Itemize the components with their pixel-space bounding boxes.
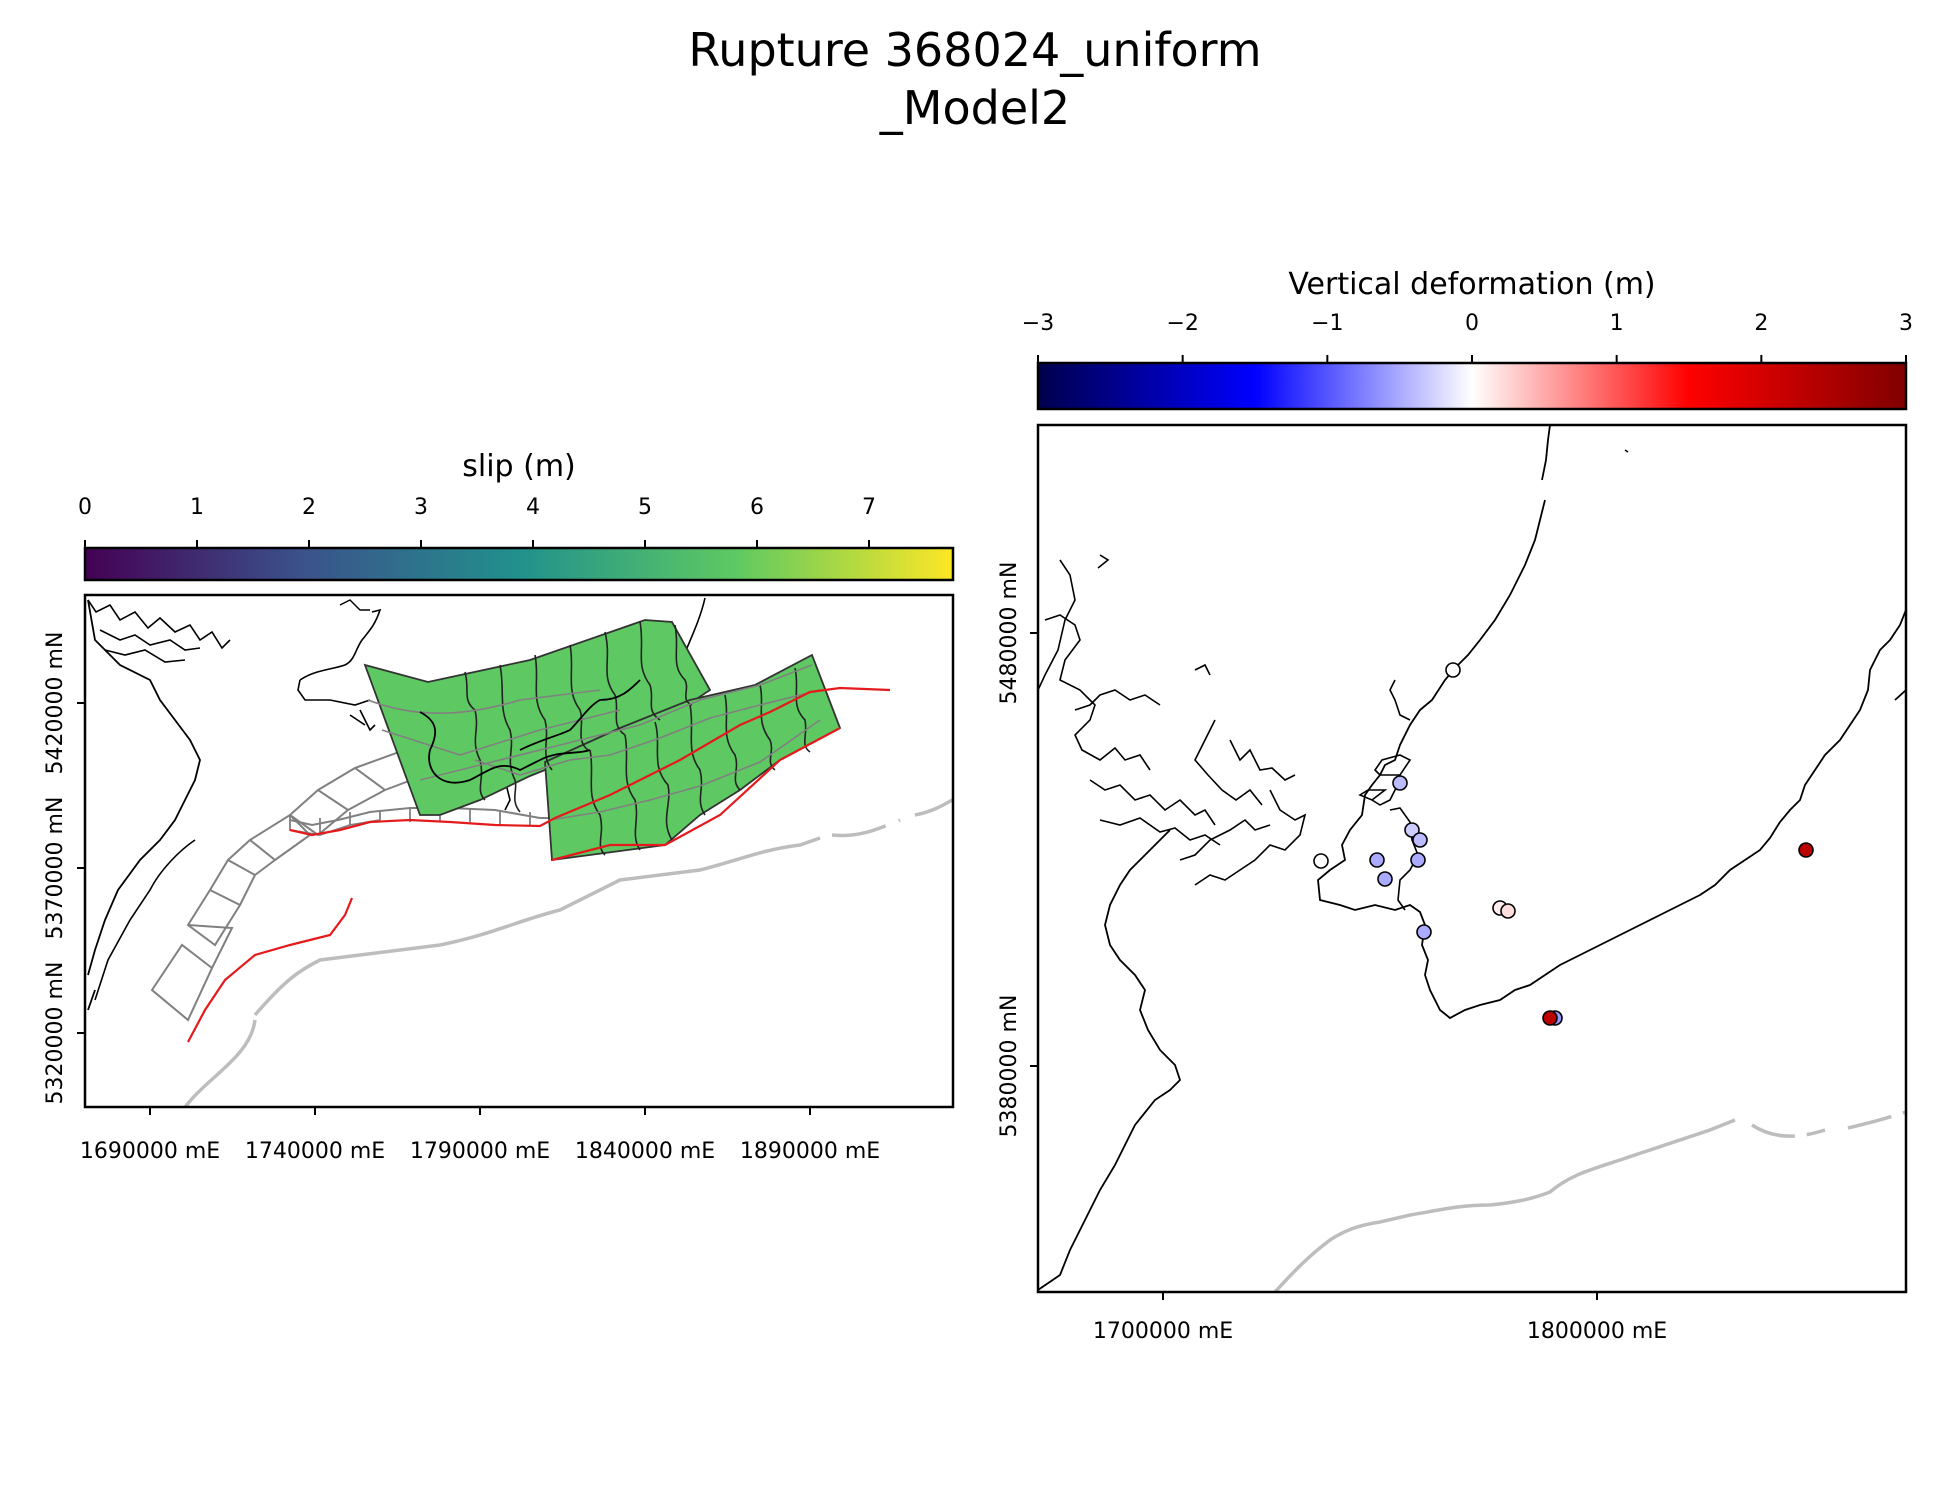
site-markers: [1313, 662, 1814, 1026]
site-marker: [1392, 775, 1408, 791]
site-marker: [1404, 822, 1420, 838]
subduction-trace-dashed: [1751, 1110, 1906, 1138]
right-x-tick-label: 1800000 mE: [1527, 1319, 1667, 1344]
slip-colorbar-ticks: 0 1 2 3 4 5 6 7: [78, 495, 876, 548]
left-map-frame: [83, 593, 955, 1109]
rupture-patch-boundaries: [464, 621, 693, 813]
coastline-over-rupture: [419, 679, 641, 784]
marlborough-sounds: [87, 599, 231, 663]
deformation-colorbar-tick-label: 0: [1465, 311, 1479, 336]
deformation-colorbar-tick-label: 2: [1754, 311, 1768, 336]
site-marker: [1500, 903, 1516, 919]
slip-colorbar-tick-label: 4: [526, 495, 540, 520]
deformation-colorbar-label: Vertical deformation (m): [1288, 267, 1655, 302]
site-marker: [1313, 853, 1329, 869]
coastline-south-island: [1038, 829, 1182, 1291]
rupture-patch-boundaries: [474, 689, 821, 821]
left-x-tick-label: 1840000 mE: [575, 1139, 715, 1164]
slip-colorbar-label: slip (m): [462, 449, 576, 484]
marlborough-sounds: [1038, 554, 1307, 886]
site-marker: [1412, 832, 1428, 848]
slip-colorbar: [83, 546, 955, 582]
slip-colorbar-tick-label: 3: [414, 495, 428, 520]
left-panel: slip (m) 0 1 2 3 4 5 6 7: [43, 449, 955, 1164]
site-marker: [1542, 1010, 1558, 1026]
right-y-tick-label: 5380000 mN: [997, 995, 1022, 1138]
fault-trace: [187, 897, 354, 1043]
figure-title-line1: Rupture 368024_uniform: [688, 23, 1261, 77]
subduction-trace: [183, 1019, 257, 1107]
right-x-tick-label: 1700000 mE: [1093, 1319, 1233, 1344]
site-marker: [1369, 852, 1385, 868]
coastline-south-island: [87, 599, 201, 1011]
left-map-content: [87, 597, 953, 1107]
deformation-colorbar-tick-label: −3: [1022, 311, 1054, 336]
coastline-north-island: [1317, 425, 1906, 1020]
deformation-colorbar-ticks: −3 −2 −1 0 1 2 3: [1022, 311, 1913, 363]
left-x-tick-label: 1890000 mE: [740, 1139, 880, 1164]
deformation-colorbar-tick-label: 1: [1610, 311, 1624, 336]
subduction-trace-dashed: [831, 797, 953, 838]
subduction-trace: [253, 836, 821, 1017]
right-map-content: [1038, 425, 1906, 1292]
coastline-speck: [1624, 449, 1629, 453]
deformation-colorbar-tick-label: −1: [1311, 311, 1343, 336]
fault-trace: [551, 727, 841, 862]
left-x-tick-label: 1790000 mE: [410, 1139, 550, 1164]
deformation-colorbar: [1036, 361, 1908, 411]
right-map-frame: [1036, 423, 1908, 1294]
subduction-trace: [1273, 1118, 1736, 1292]
left-y-tick-label: 5320000 mN: [43, 962, 68, 1105]
coastline-island: [339, 599, 370, 611]
site-marker: [1445, 662, 1461, 678]
right-panel: Vertical deformation (m) −3 −2 −1 0 1 2 3 1700…: [997, 267, 1913, 1344]
slip-colorbar-tick-label: 5: [638, 495, 652, 520]
site-marker: [1416, 924, 1432, 940]
fault-trace: [289, 686, 891, 837]
left-x-tick-label: 1740000 mE: [245, 1139, 385, 1164]
slip-colorbar-tick-label: 0: [78, 495, 92, 520]
slip-colorbar-tick-label: 6: [750, 495, 764, 520]
right-y-tick-label: 5480000 mN: [997, 562, 1022, 705]
deformation-colorbar-tick-label: 3: [1899, 311, 1913, 336]
site-marker: [1798, 842, 1814, 858]
slip-colorbar-tick-label: 7: [862, 495, 876, 520]
slip-colorbar-tick-label: 2: [302, 495, 316, 520]
site-marker: [1377, 871, 1393, 887]
left-y-tick-label: 5370000 mN: [43, 797, 68, 940]
coastline-islands: [1358, 754, 1412, 801]
right-map-axes: 1700000 mE 1800000 mE 5480000 mN 5380000 mN: [997, 562, 1667, 1344]
left-x-tick-label: 1690000 mE: [80, 1139, 220, 1164]
rupture-patch-boundaries: [589, 667, 811, 856]
coastline-west: [94, 839, 196, 1001]
unruptured-fault-segments: [150, 924, 234, 1022]
deformation-colorbar-tick-label: −2: [1166, 311, 1198, 336]
left-map-axes: 1690000 mE 1740000 mE 1790000 mE 1840000 mE…: [43, 632, 880, 1164]
slip-colorbar-tick-label: 1: [190, 495, 204, 520]
coastline-north-island-west: [297, 608, 382, 732]
figure-title-line2: _Model2: [879, 81, 1070, 135]
left-y-tick-label: 5420000 mN: [43, 632, 68, 775]
site-marker: [1410, 852, 1426, 868]
